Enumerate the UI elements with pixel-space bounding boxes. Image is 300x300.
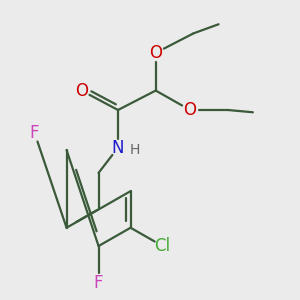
Text: F: F (30, 124, 39, 142)
Text: O: O (75, 82, 88, 100)
Text: O: O (184, 101, 196, 119)
Text: O: O (149, 44, 162, 62)
Text: H: H (129, 143, 140, 157)
Text: Cl: Cl (154, 237, 171, 255)
Text: N: N (112, 139, 124, 157)
Text: F: F (94, 274, 103, 292)
